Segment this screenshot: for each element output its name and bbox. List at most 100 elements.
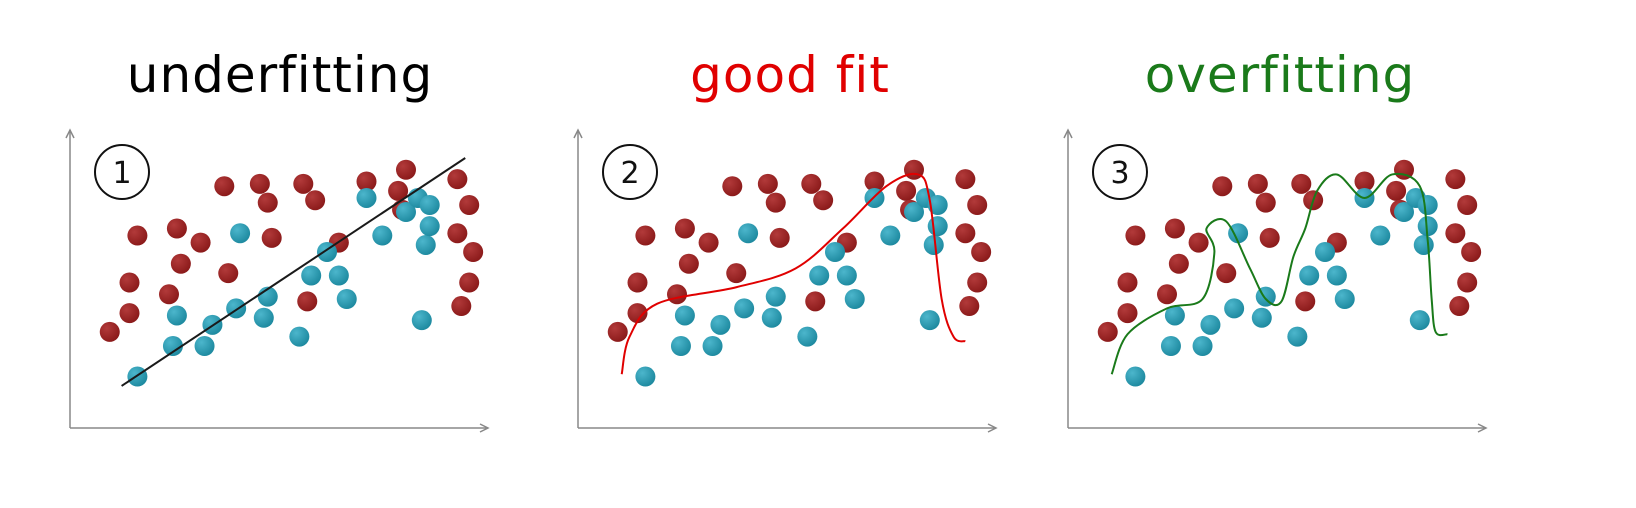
red-data-point bbox=[447, 169, 468, 190]
blue-data-point bbox=[230, 223, 251, 244]
blue-data-point bbox=[356, 187, 377, 208]
red-data-point bbox=[293, 173, 314, 194]
red-data-point bbox=[1188, 232, 1209, 253]
blue-data-point bbox=[1251, 307, 1272, 328]
blue-data-point bbox=[419, 195, 440, 215]
red-data-point bbox=[1445, 223, 1466, 244]
blue-data-point bbox=[253, 307, 274, 328]
blue-data-point bbox=[702, 336, 723, 356]
blue-data-point bbox=[927, 216, 948, 237]
red-data-point bbox=[627, 303, 648, 324]
y-axis-arrow bbox=[573, 128, 583, 139]
blue-data-point bbox=[809, 265, 830, 286]
blue-data-point bbox=[880, 225, 901, 246]
fitted-curve bbox=[1110, 172, 1448, 375]
blue-data-point bbox=[1409, 310, 1430, 331]
blue-data-point bbox=[797, 326, 818, 347]
red-data-point bbox=[127, 225, 148, 246]
blue-data-point bbox=[1370, 225, 1391, 246]
y-axis-arrow bbox=[65, 128, 75, 139]
red-data-point bbox=[955, 169, 976, 190]
red-data-point bbox=[1212, 176, 1233, 197]
red-data-point bbox=[463, 242, 484, 262]
blue-data-point bbox=[415, 234, 436, 255]
blue-data-point bbox=[1200, 314, 1221, 335]
blue-data-point bbox=[738, 223, 759, 244]
red-data-point bbox=[678, 253, 699, 274]
blue-data-point bbox=[674, 305, 695, 326]
x-axis-arrow bbox=[987, 423, 998, 433]
blue-data-point bbox=[1287, 326, 1308, 347]
blue-data-point bbox=[1228, 223, 1249, 244]
blue-data-point bbox=[1326, 265, 1347, 286]
panel-number-text: 3 bbox=[1110, 156, 1129, 191]
red-data-point bbox=[1255, 192, 1276, 213]
blue-data-point bbox=[336, 289, 357, 309]
red-data-point bbox=[396, 159, 416, 180]
blue-data-point bbox=[761, 307, 782, 328]
red-data-point bbox=[1168, 253, 1189, 274]
blue-data-point bbox=[710, 314, 731, 335]
red-data-point bbox=[635, 225, 656, 246]
red-data-point bbox=[1457, 195, 1478, 215]
red-data-point bbox=[1461, 242, 1482, 262]
red-data-point bbox=[959, 296, 980, 317]
red-data-point bbox=[1386, 180, 1407, 201]
x-axis-arrow bbox=[479, 423, 490, 433]
blue-data-point bbox=[166, 305, 187, 326]
blue-data-point bbox=[1125, 366, 1146, 387]
red-data-point bbox=[1164, 218, 1185, 239]
red-data-point bbox=[765, 192, 786, 213]
blue-data-point bbox=[1413, 234, 1434, 255]
blue-data-point bbox=[1192, 336, 1213, 356]
red-data-point bbox=[388, 180, 409, 201]
red-data-point bbox=[451, 296, 472, 317]
red-data-point bbox=[249, 173, 270, 194]
blue-data-point bbox=[923, 234, 944, 255]
red-data-point bbox=[1259, 227, 1280, 248]
blue-data-point bbox=[1417, 195, 1438, 215]
red-data-point bbox=[967, 272, 988, 293]
fitted-curve bbox=[620, 172, 966, 375]
x-axis-arrow bbox=[1477, 423, 1488, 433]
blue-data-point bbox=[396, 202, 416, 223]
red-data-point bbox=[726, 263, 747, 284]
red-data-point bbox=[170, 253, 191, 274]
red-data-point bbox=[607, 321, 628, 342]
fitted-curve bbox=[121, 157, 466, 387]
red-data-point bbox=[896, 180, 917, 201]
red-data-point bbox=[698, 232, 719, 253]
red-data-point bbox=[214, 176, 235, 197]
red-data-point bbox=[1247, 173, 1268, 194]
blue-data-point bbox=[419, 216, 440, 237]
blue-data-point bbox=[1334, 289, 1355, 309]
red-data-point bbox=[864, 171, 885, 192]
red-data-point bbox=[813, 190, 834, 211]
red-data-point bbox=[1457, 272, 1478, 293]
red-data-point bbox=[1097, 321, 1118, 342]
red-data-point bbox=[757, 173, 778, 194]
red-data-point bbox=[805, 291, 826, 312]
panel-title-underfitting: underfitting bbox=[126, 46, 434, 104]
red-data-point bbox=[297, 291, 318, 312]
blue-data-point bbox=[328, 265, 349, 286]
blue-data-point bbox=[927, 195, 948, 215]
blue-data-point bbox=[836, 265, 857, 286]
blue-data-point bbox=[1299, 265, 1320, 286]
red-data-point bbox=[190, 232, 211, 253]
blue-data-point bbox=[301, 265, 322, 286]
blue-data-point bbox=[1417, 216, 1438, 237]
blue-data-point bbox=[1394, 202, 1414, 223]
blue-data-point bbox=[162, 336, 183, 356]
blue-data-point bbox=[670, 336, 691, 356]
red-data-point bbox=[801, 173, 822, 194]
red-data-point bbox=[955, 223, 976, 244]
red-data-point bbox=[1216, 263, 1237, 284]
blue-data-point bbox=[372, 225, 393, 246]
blue-data-point bbox=[919, 310, 940, 331]
panel-overfitting: 3 bbox=[1063, 128, 1488, 433]
panel-number-badge bbox=[94, 144, 150, 200]
red-data-point bbox=[674, 218, 695, 239]
red-data-point bbox=[99, 321, 120, 342]
blue-data-point bbox=[289, 326, 310, 347]
